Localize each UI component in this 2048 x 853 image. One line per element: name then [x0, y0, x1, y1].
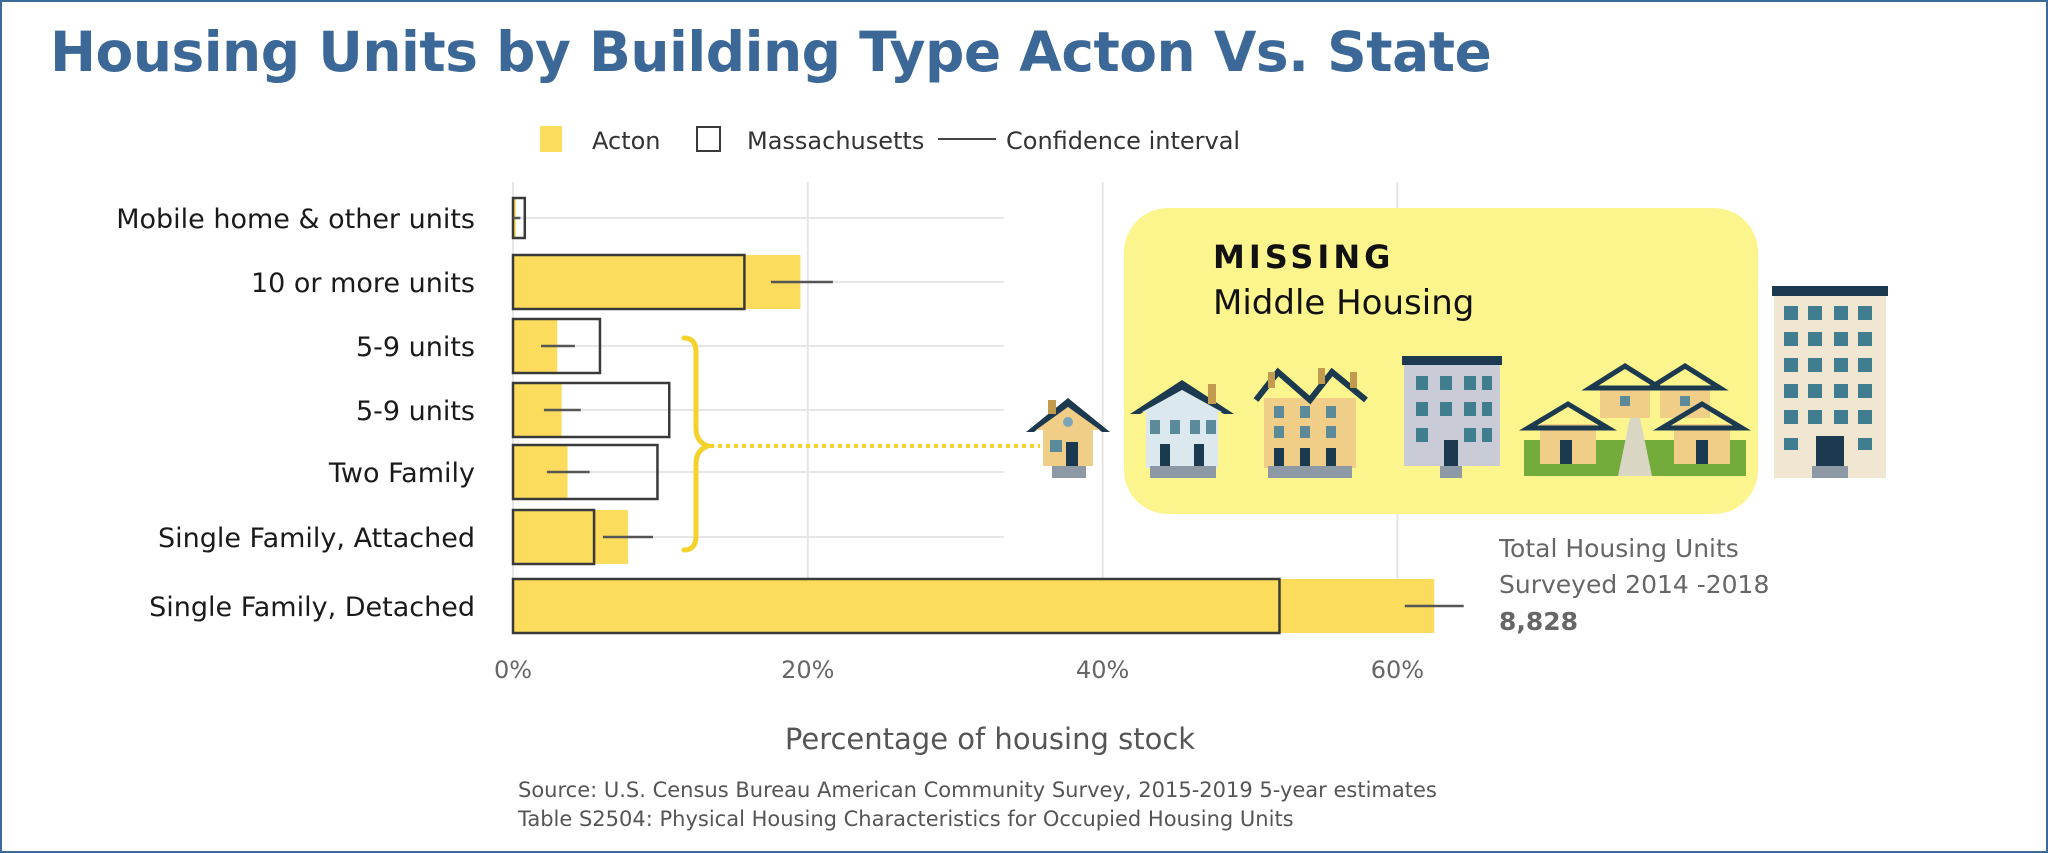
- category-label-5: Single Family, Attached: [158, 523, 475, 554]
- bar-massachusetts-4: [511, 443, 659, 501]
- source-line1: Source: U.S. Census Bureau American Comm…: [518, 778, 1437, 802]
- townhouse-icon: [1253, 367, 1368, 478]
- x-axis: 0% 20% 40% 60%: [494, 656, 1424, 684]
- legend-ci-label: Confidence interval: [1006, 127, 1240, 155]
- category-label-4: Two Family: [328, 458, 475, 489]
- x-tick-label-2: 40%: [1076, 656, 1129, 684]
- bar-acton-6: [513, 579, 1435, 633]
- total-label-line2: Surveyed 2014 -2018: [1499, 570, 1769, 599]
- cottage-court-icon: [1518, 363, 1752, 476]
- total-label-line1: Total Housing Units: [1498, 534, 1739, 563]
- two-story-house-icon: [1130, 380, 1234, 478]
- callout-subtitle: Middle Housing: [1213, 283, 1474, 323]
- legend-state-label: Massachusetts: [747, 127, 924, 155]
- bar-massachusetts-6: [511, 577, 1281, 635]
- middle-housing-bracket: [681, 335, 716, 553]
- bar-acton-1: [513, 255, 801, 309]
- bar-massachusetts-5: [511, 508, 596, 566]
- category-labels: Mobile home & other units 10 or more unit…: [116, 204, 475, 623]
- mid-rise-building-icon: [1772, 286, 1888, 478]
- bar-massachusetts-3: [511, 381, 671, 439]
- page-title: Housing Units by Building Type Acton Vs.…: [50, 20, 1492, 84]
- legend-state-swatch: [696, 126, 721, 152]
- source-line2: Table S2504: Physical Housing Characteri…: [517, 807, 1294, 831]
- x-tick-label-0: 0%: [494, 656, 532, 684]
- total-value: 8,828: [1499, 607, 1578, 636]
- x-tick-label-3: 60%: [1371, 656, 1424, 684]
- category-label-1: 10 or more units: [251, 268, 475, 299]
- x-tick-label-1: 20%: [781, 656, 834, 684]
- bars: [511, 196, 1464, 635]
- source-note: Source: U.S. Census Bureau American Comm…: [517, 778, 1437, 831]
- category-label-2: 5-9 units: [356, 332, 475, 363]
- category-label-0: Mobile home & other units: [116, 204, 475, 235]
- category-label-6: Single Family, Detached: [149, 592, 475, 623]
- apartment-building-icon: [1402, 356, 1502, 478]
- small-house-icon: [1026, 398, 1110, 478]
- bar-massachusetts-2: [511, 317, 602, 375]
- legend-acton-label: Acton: [592, 127, 661, 155]
- callout-title: MISSING: [1213, 238, 1394, 276]
- legend: Acton Massachusetts Confidence interval: [540, 126, 1240, 155]
- bar-massachusetts-1: [511, 253, 746, 311]
- x-axis-title: Percentage of housing stock: [785, 722, 1195, 756]
- legend-acton-swatch: [540, 126, 562, 152]
- total-housing-units: Total Housing Units Surveyed 2014 -2018 …: [1498, 534, 1769, 636]
- category-label-3: 5-9 units: [356, 396, 475, 427]
